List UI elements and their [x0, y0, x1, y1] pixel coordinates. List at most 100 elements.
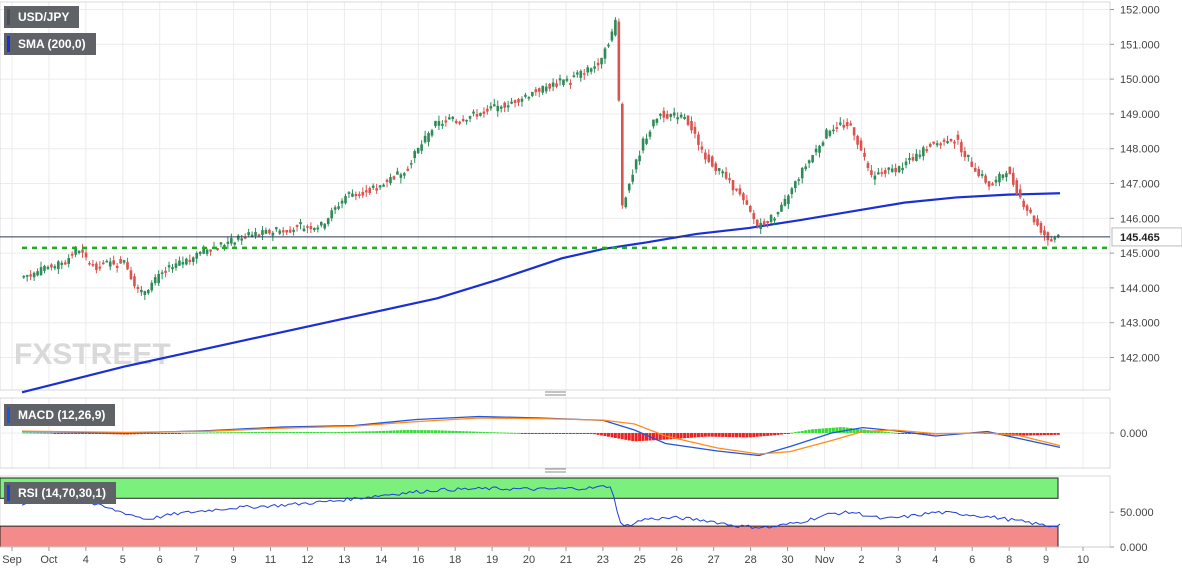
candle-body [987, 181, 991, 187]
symbol-label[interactable]: USD/JPY [4, 6, 80, 28]
candle-body [683, 116, 686, 120]
candle-body [676, 117, 679, 120]
candle-body [216, 248, 219, 251]
candle-body [665, 113, 669, 119]
candle-body [790, 188, 794, 195]
macd-hist-bar [299, 431, 303, 433]
macd-hist-bar [669, 433, 673, 440]
macd-hist-bar [378, 431, 382, 433]
candle-body [738, 188, 742, 195]
candle-body [935, 143, 939, 146]
candle-body [686, 115, 690, 125]
price-tick-label: 142.000 [1120, 353, 1160, 365]
candle-body [361, 191, 365, 196]
candle-body [57, 261, 60, 270]
macd-hist-bar [485, 432, 489, 434]
candle-body [281, 230, 285, 233]
current-price-label: 145.465 [1120, 232, 1160, 244]
macd-hist-bar [416, 430, 420, 433]
candle-body [53, 266, 57, 269]
candle-body [534, 89, 538, 93]
candle-body [783, 198, 787, 206]
candle-body [22, 275, 26, 278]
candle-body [81, 249, 84, 253]
panel-separator-macd[interactable] [545, 391, 566, 396]
macd-hist-bar [696, 433, 700, 438]
macd-hist-bar [205, 432, 209, 434]
candle-body [645, 138, 648, 144]
candle-body [112, 260, 115, 265]
macd-hist-bar [676, 433, 680, 439]
current-price-box [1111, 227, 1182, 247]
price-tick-label: 143.000 [1120, 318, 1160, 330]
macd-hist-bar [427, 430, 431, 433]
macd-hist-bar [112, 433, 116, 435]
rsi-marker [7, 485, 10, 501]
symbol-text: USD/JPY [18, 10, 70, 24]
macd-hist-bar [53, 433, 57, 434]
macd-hist-bar [46, 432, 50, 434]
macd-hist-bar [679, 433, 683, 439]
macd-hist-bar [672, 433, 676, 439]
macd-hist-bar [267, 431, 271, 433]
candle-body [638, 155, 641, 162]
macd-hist-bar [326, 432, 330, 434]
candle-body [50, 264, 53, 268]
time-tick-label: Nov [815, 554, 835, 566]
macd-hist-bar [510, 432, 514, 434]
panel-separator-rsi[interactable] [545, 468, 566, 473]
macd-hist-bar [361, 431, 365, 433]
macd-hist-bar [513, 432, 517, 434]
candle-body [873, 175, 877, 180]
candle-body [991, 183, 994, 186]
candle-body [558, 78, 562, 81]
macd-label[interactable]: MACD (12,26,9) [4, 404, 116, 426]
candle-body [721, 171, 724, 174]
macd-lines [21, 415, 1061, 457]
macd-hist-bar [458, 431, 462, 433]
macd-hist-bar [790, 432, 794, 434]
candle-body [832, 129, 835, 132]
macd-hist-bar [586, 433, 590, 434]
time-tick-label: 9 [1043, 554, 1049, 566]
candle-body [1011, 172, 1015, 185]
candle-body [1053, 237, 1057, 240]
macd-hist-bar [482, 431, 486, 433]
candle-body [849, 123, 852, 126]
macd-hist-bar [769, 433, 773, 436]
macd-hist-bar [579, 433, 583, 434]
candle-body [818, 145, 821, 153]
macd-hist-bar [568, 433, 572, 434]
candle-body [351, 193, 354, 197]
macd-hist-bar [174, 433, 178, 434]
macd-hist-bar [29, 432, 33, 434]
sma-label[interactable]: SMA (200,0) [4, 33, 96, 55]
macd-hist-bar [413, 430, 417, 433]
candle-body [949, 138, 953, 142]
macd-hist-bar [319, 432, 323, 434]
macd-hist-bar [188, 432, 192, 434]
macd-hist-bar [60, 433, 64, 434]
macd-hist-bar [734, 433, 738, 438]
candle-body [133, 276, 136, 287]
macd-hist-bar [126, 433, 130, 435]
macd-hist-bar [406, 430, 410, 433]
macd-hist-bar [202, 432, 206, 434]
macd-hist-bar [478, 431, 482, 433]
rsi-label[interactable]: RSI (14,70,30,1) [4, 482, 117, 504]
candle-body [306, 226, 309, 228]
price-tick-label: 147.000 [1120, 179, 1160, 191]
macd-hist-bar [631, 433, 635, 442]
macd-hist-bar [395, 430, 399, 433]
candle-body [977, 168, 980, 177]
candle-body [631, 174, 634, 182]
macd-hist-bar [606, 433, 610, 437]
macd-hist-bar [91, 433, 95, 434]
candle-body [223, 245, 226, 247]
candle-body [863, 152, 866, 157]
macd-hist-bar [589, 433, 593, 434]
macd-marker [7, 407, 10, 423]
candle-body [257, 234, 261, 237]
candle-body [444, 120, 448, 123]
